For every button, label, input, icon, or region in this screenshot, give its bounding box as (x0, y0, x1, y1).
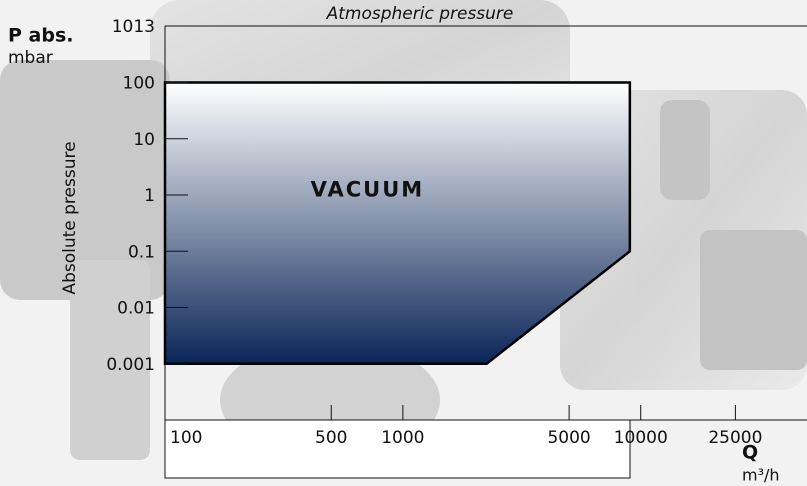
x-label-main: Q (742, 442, 758, 464)
x-axis-box (164, 419, 631, 479)
y-tick-label: 0.001 (106, 355, 155, 375)
y-tick-label: 1 (144, 186, 155, 206)
x-tick-label: 100 (170, 428, 202, 448)
chart-title: Atmospheric pressure (326, 4, 514, 24)
x-tick-label: 25000 (708, 428, 762, 448)
vacuum-area (163, 81, 632, 366)
area-label: VACUUM (311, 178, 425, 202)
y-axis-label: Absolute pressure (60, 141, 80, 294)
x-tick-label: 500 (315, 428, 347, 448)
y-tick-label: 1013 (112, 17, 155, 37)
x-tick-label: 1000 (381, 428, 424, 448)
x-tick-label: 5000 (547, 428, 590, 448)
y-tick-label: 10 (133, 130, 155, 150)
x-tick-label: 10000 (614, 428, 668, 448)
y-tick-label: 100 (123, 74, 155, 94)
y-label-main: P abs. (8, 25, 74, 47)
y-tick-label: 0.01 (117, 299, 155, 319)
y-unit: mbar (8, 48, 53, 68)
y-tick-label: 0.1 (128, 242, 155, 262)
x-unit: m³/h (742, 466, 780, 485)
